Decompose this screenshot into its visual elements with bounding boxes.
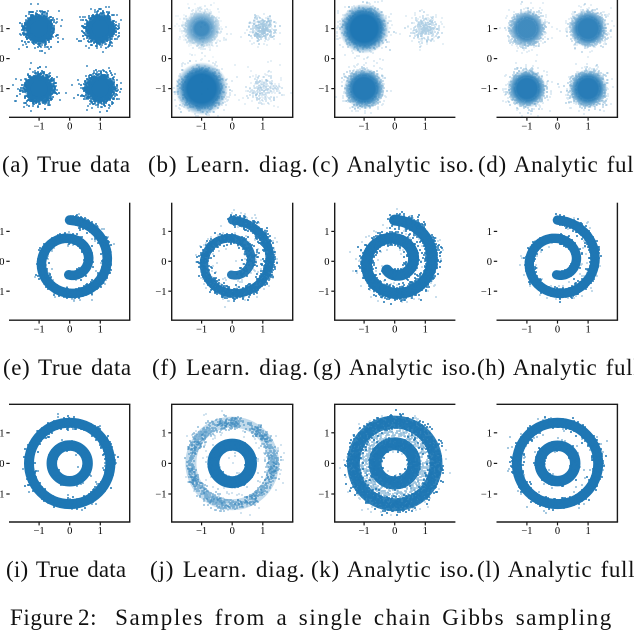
svg-text:0: 0 (555, 324, 560, 335)
svg-text:0: 0 (487, 54, 492, 65)
svg-text:0: 0 (67, 122, 72, 133)
svg-text:−1: −1 (359, 324, 370, 335)
svg-text:1: 1 (324, 227, 329, 238)
svg-text:1: 1 (423, 526, 428, 537)
svg-text:1: 1 (98, 324, 103, 335)
svg-text:1: 1 (585, 122, 590, 133)
svg-text:0: 0 (230, 324, 235, 335)
svg-text:1: 1 (585, 324, 590, 335)
svg-text:0: 0 (487, 459, 492, 470)
svg-text:1: 1 (423, 122, 428, 133)
svg-text:−1: −1 (0, 490, 5, 501)
svg-text:−1: −1 (34, 122, 45, 133)
svg-text:−1: −1 (481, 84, 492, 95)
svg-text:−1: −1 (359, 122, 370, 133)
svg-text:0: 0 (324, 459, 329, 470)
svg-text:1: 1 (0, 428, 5, 439)
svg-text:0: 0 (230, 526, 235, 537)
svg-text:−1: −1 (481, 287, 492, 298)
svg-text:1: 1 (487, 428, 492, 439)
svg-text:0: 0 (555, 122, 560, 133)
svg-text:1: 1 (260, 324, 265, 335)
svg-text:−1: −1 (318, 490, 329, 501)
svg-text:−1: −1 (34, 324, 45, 335)
svg-text:0: 0 (0, 257, 5, 268)
svg-text:−1: −1 (0, 84, 5, 95)
svg-text:0: 0 (0, 54, 5, 65)
svg-text:1: 1 (260, 526, 265, 537)
svg-text:1: 1 (423, 324, 428, 335)
svg-text:−1: −1 (0, 287, 5, 298)
svg-text:1: 1 (324, 24, 329, 35)
svg-text:0: 0 (230, 122, 235, 133)
svg-text:1: 1 (98, 122, 103, 133)
svg-text:−1: −1 (196, 122, 207, 133)
svg-text:1: 1 (260, 122, 265, 133)
svg-text:1: 1 (161, 428, 166, 439)
svg-text:0: 0 (392, 526, 397, 537)
svg-text:0: 0 (161, 54, 166, 65)
svg-text:0: 0 (324, 54, 329, 65)
svg-text:−1: −1 (155, 490, 166, 501)
svg-text:0: 0 (0, 459, 5, 470)
svg-text:−1: −1 (318, 84, 329, 95)
svg-text:0: 0 (487, 257, 492, 268)
svg-text:0: 0 (67, 324, 72, 335)
svg-text:−1: −1 (196, 526, 207, 537)
svg-text:−1: −1 (521, 526, 532, 537)
svg-text:−1: −1 (521, 324, 532, 335)
svg-text:1: 1 (585, 526, 590, 537)
svg-text:1: 1 (98, 526, 103, 537)
svg-text:−1: −1 (481, 490, 492, 501)
svg-text:−1: −1 (34, 526, 45, 537)
svg-text:−1: −1 (155, 84, 166, 95)
svg-text:1: 1 (0, 227, 5, 238)
svg-text:0: 0 (324, 257, 329, 268)
svg-text:−1: −1 (359, 526, 370, 537)
svg-text:1: 1 (324, 428, 329, 439)
svg-text:0: 0 (555, 526, 560, 537)
svg-text:0: 0 (392, 324, 397, 335)
svg-text:0: 0 (161, 257, 166, 268)
svg-text:0: 0 (161, 459, 166, 470)
svg-text:1: 1 (487, 24, 492, 35)
svg-text:1: 1 (487, 227, 492, 238)
svg-text:−1: −1 (155, 287, 166, 298)
svg-text:1: 1 (0, 24, 5, 35)
svg-text:0: 0 (392, 122, 397, 133)
svg-text:1: 1 (161, 227, 166, 238)
svg-text:−1: −1 (318, 287, 329, 298)
svg-text:−1: −1 (196, 324, 207, 335)
svg-text:1: 1 (161, 24, 166, 35)
svg-text:0: 0 (67, 526, 72, 537)
svg-text:−1: −1 (521, 122, 532, 133)
